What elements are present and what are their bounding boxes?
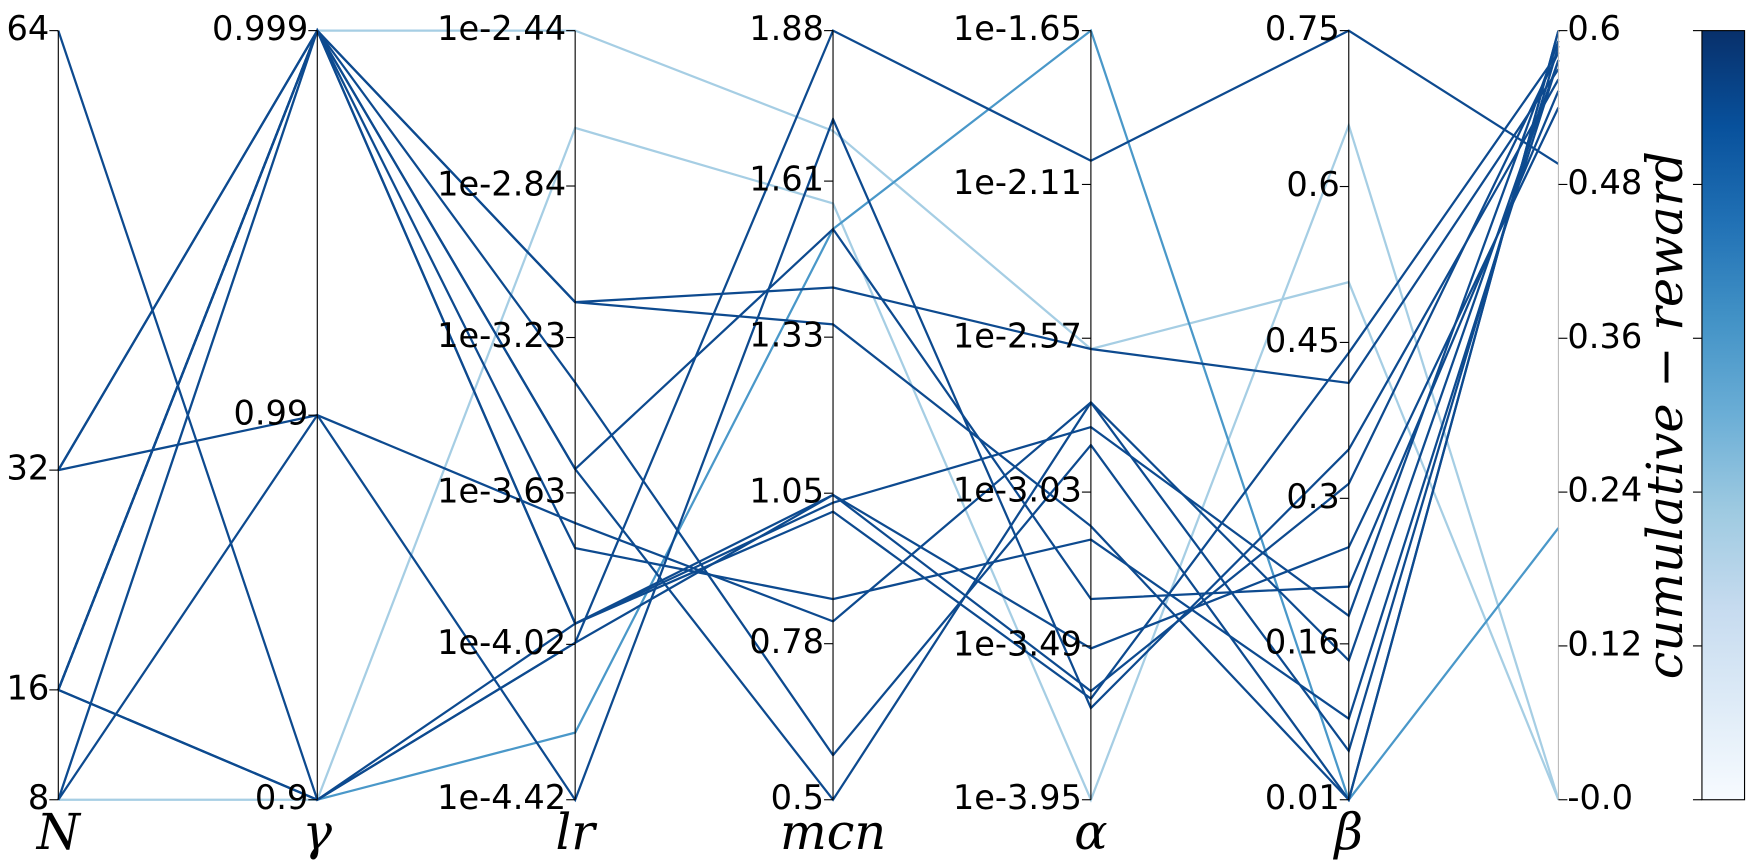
tick-label: 32 (7, 449, 50, 488)
tick-label: 1e-2.11 (953, 163, 1082, 202)
tick-label: 1e-3.49 (953, 624, 1082, 663)
tick-label: 1.05 (749, 472, 824, 511)
tick-label: 1.61 (749, 160, 824, 199)
tick-label: 0.3 (1286, 477, 1339, 516)
tick-label: 0.01 (1265, 778, 1340, 817)
tick-label: 8 (28, 778, 49, 817)
axis-label: lr (555, 803, 598, 861)
tick-label: 1e-2.44 (437, 9, 566, 48)
tick-label: 0.6 (1567, 9, 1620, 48)
tick-label: 0.9 (255, 778, 308, 817)
tick-label: 1e-3.03 (953, 471, 1082, 510)
tick-label: 1e-2.84 (437, 165, 566, 204)
tick-label: 0.99 (233, 394, 308, 433)
tick-label: 0.45 (1265, 321, 1340, 360)
tick-label: 1e-4.42 (437, 778, 566, 817)
tick-label: 1e-3.23 (437, 316, 566, 355)
axis-label: α (1074, 803, 1107, 861)
tick-label: 0.24 (1567, 471, 1642, 510)
tick-label: 1e-3.63 (437, 471, 566, 510)
colorbar (1701, 30, 1746, 801)
tick-label: 1e-4.02 (437, 623, 566, 662)
tick-label: 64 (7, 9, 50, 48)
colorbar-label: cumulative − reward (1636, 151, 1694, 679)
tick-label: 0.16 (1265, 622, 1340, 661)
tick-label: 1.33 (749, 316, 824, 355)
tick-label: 16 (7, 668, 50, 707)
tick-label: -0.0 (1567, 778, 1633, 817)
tick-label: 0.5 (771, 778, 824, 817)
tick-label: 1.88 (749, 9, 824, 48)
tick-label: 0.6 (1286, 165, 1339, 204)
tick-label: 0.12 (1567, 624, 1642, 663)
tick-label: 0.36 (1567, 317, 1642, 356)
axis-label: β (1333, 803, 1364, 861)
tick-label: 0.48 (1567, 163, 1642, 202)
tick-label: 0.78 (749, 622, 824, 661)
tick-label: 0.999 (212, 9, 308, 48)
axis-label: mcn (780, 803, 886, 861)
axis-label: γ (303, 803, 333, 861)
tick-label: 0.75 (1265, 9, 1340, 48)
tick-label: 1e-2.57 (953, 317, 1082, 356)
tick-label: 1e-1.65 (953, 9, 1082, 48)
axis-label: N (36, 803, 82, 861)
tick-label: 1e-3.95 (953, 778, 1082, 817)
